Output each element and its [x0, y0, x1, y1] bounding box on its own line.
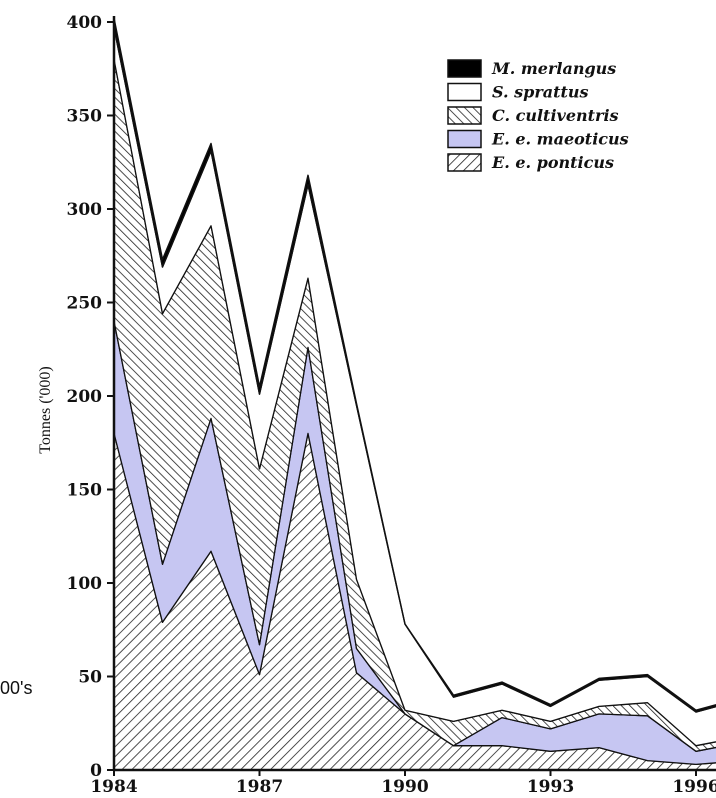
- legend: M. merlangus S. sprattus C. cultiventris E.…: [447, 59, 629, 172]
- y-tick-label: 200: [67, 387, 103, 407]
- stray-text-fragment: 00's: [0, 678, 32, 698]
- legend-label-e-e-maeoticus: E. e. maeoticus: [491, 130, 629, 149]
- y-tick-label: 150: [67, 481, 103, 501]
- y-tick-label: 250: [67, 294, 103, 314]
- legend-swatch-s-sprattus: [447, 82, 482, 102]
- x-tick-label: 1987: [236, 777, 283, 797]
- x-tick-label: 1984: [90, 777, 137, 797]
- y-tick-label: 0: [90, 761, 102, 781]
- y-tick-label: 350: [67, 107, 103, 127]
- axes: 0 50 100 150 200 250 300 350 400 1984 1987 1990 1993…: [67, 13, 716, 797]
- y-tick-label: 400: [67, 13, 103, 33]
- legend-label-c-cultiventris: C. cultiventris: [492, 106, 619, 125]
- area-m-merlangus: [113, 17, 716, 713]
- y-axis-label: Tonnes ('000): [37, 366, 54, 454]
- x-tick-label: 1996: [672, 777, 716, 797]
- y-tick-label: 300: [67, 200, 103, 220]
- legend-label-m-merlangus: M. merlangus: [491, 59, 616, 78]
- legend-label-e-e-ponticus: E. e. ponticus: [491, 153, 614, 172]
- x-tick-label: 1993: [527, 777, 574, 797]
- legend-label-s-sprattus: S. sprattus: [492, 83, 589, 102]
- legend-swatch-m-merlangus: [447, 59, 482, 78]
- legend-swatch-c-cultiventris: [447, 106, 482, 125]
- y-tick-label: 50: [78, 668, 102, 688]
- legend-swatch-e-e-maeoticus: [447, 129, 482, 149]
- y-tick-label: 100: [67, 574, 103, 594]
- x-tick-label: 1990: [381, 777, 428, 797]
- legend-swatch-e-e-ponticus: [447, 153, 482, 172]
